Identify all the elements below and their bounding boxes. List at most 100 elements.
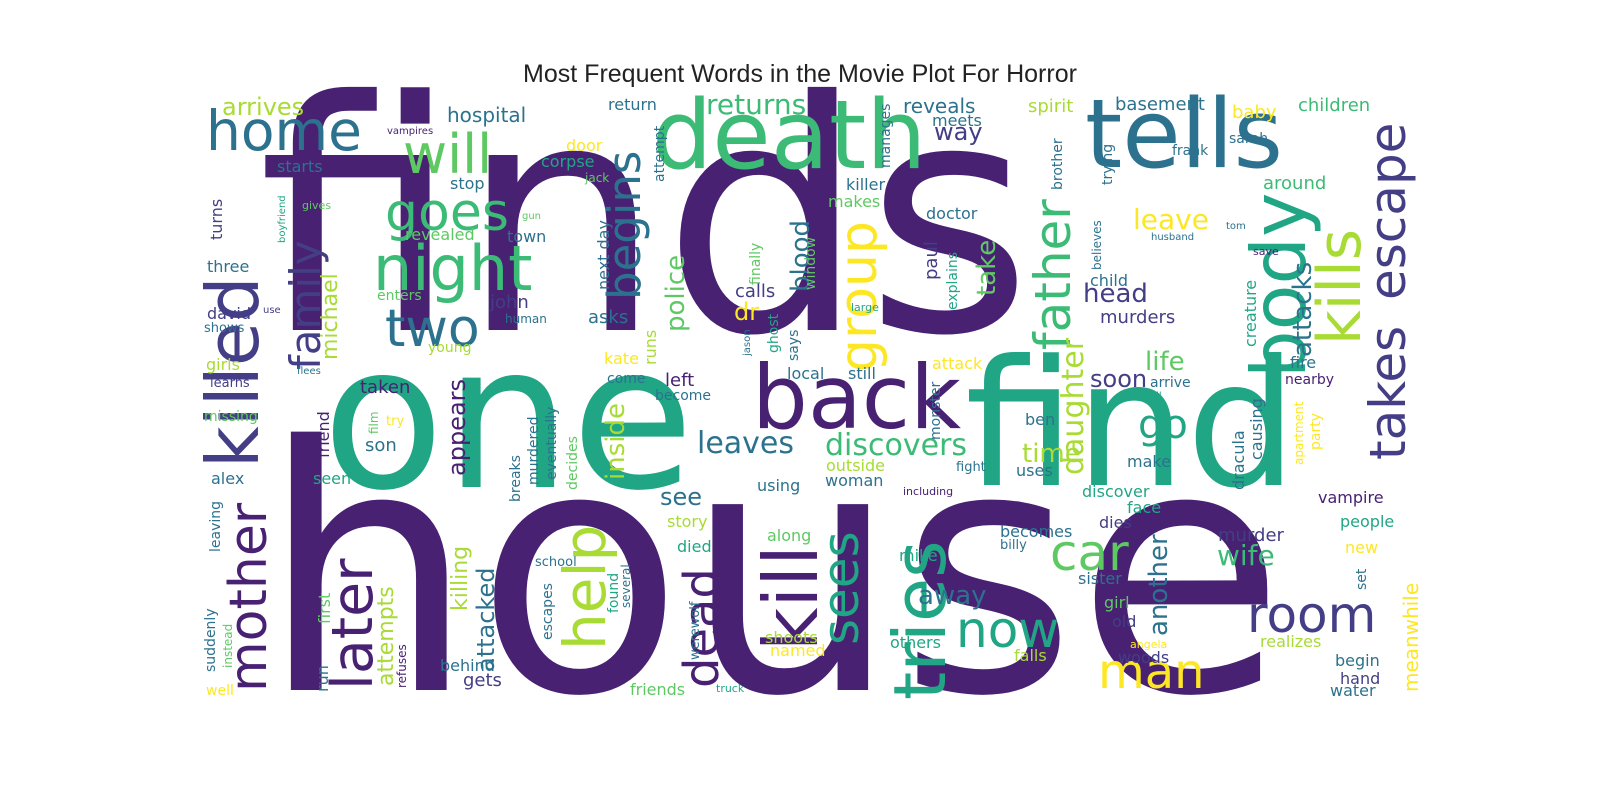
word-killer: killer	[846, 175, 885, 194]
word-mother: mother	[219, 502, 279, 692]
word-soon: soon	[1090, 365, 1147, 393]
word-will: will	[403, 123, 492, 186]
chart-title: Most Frequent Words in the Movie Plot Fo…	[523, 60, 1077, 88]
word-angela: angela	[1130, 638, 1167, 651]
word-way: way	[934, 118, 983, 146]
word-next-day: next day	[594, 220, 613, 290]
word-outside: outside	[826, 456, 885, 475]
word-found: found	[606, 573, 622, 613]
word-takes: takes	[1359, 326, 1417, 460]
word-sister: sister	[1078, 569, 1122, 588]
word-spirit: spirit	[1028, 96, 1073, 117]
word-manages: manages	[878, 104, 894, 168]
word-trying: trying	[1100, 144, 1116, 185]
word-now: now	[956, 601, 1059, 659]
word-vampires: vampires	[387, 126, 433, 137]
word-gets: gets	[463, 670, 502, 691]
word-begin: begin	[1335, 651, 1380, 670]
word-finds: finds	[258, 34, 1032, 406]
word-away: away	[918, 581, 987, 611]
word-dracula: dracula	[1229, 430, 1248, 490]
word-corpse: corpse	[541, 152, 595, 171]
word-town: town	[507, 227, 546, 246]
word-michael: michael	[318, 273, 343, 360]
word-killing: killing	[448, 546, 473, 611]
word-creature: creature	[1241, 280, 1260, 347]
word-realizes: realizes	[1260, 632, 1321, 651]
word-runs: runs	[641, 330, 660, 365]
word-kill: kill	[747, 545, 835, 651]
word-group: group	[829, 221, 889, 372]
word-boyfriend: boyfriend	[277, 195, 288, 243]
word-hospital: hospital	[447, 103, 526, 127]
word-head: head	[1083, 279, 1148, 309]
word-try: try	[386, 414, 404, 429]
word-causing: causing	[1247, 398, 1266, 460]
word-three: three	[207, 257, 249, 276]
word-john: john	[489, 292, 529, 313]
word-discovers: discovers	[825, 428, 967, 463]
word-story: story	[667, 512, 707, 531]
word-blood: blood	[786, 220, 816, 292]
word-mike: mike	[899, 546, 938, 565]
word-instead: instead	[221, 624, 235, 668]
word-woods: woods	[1118, 648, 1169, 667]
word-girl: girl	[1104, 593, 1130, 612]
word-breaks: breaks	[508, 455, 524, 502]
word-taken: taken	[360, 377, 410, 398]
word-shoots: shoots	[765, 628, 818, 647]
word-others: others	[890, 633, 941, 652]
word-house: house	[260, 375, 1285, 771]
word-arrives: arrives	[222, 93, 304, 121]
word-come: come	[607, 371, 646, 387]
word-wife: wife	[1217, 539, 1275, 572]
word-door: door	[566, 136, 603, 155]
word-killed: killed	[191, 276, 275, 468]
word-large: large	[851, 301, 879, 314]
word-behind: behind	[440, 656, 495, 675]
word-murder: murder	[1218, 525, 1285, 546]
word-decides: decides	[565, 436, 581, 490]
word-tries: tries	[878, 540, 962, 700]
word-missing: missing	[204, 409, 258, 425]
word-turns: turns	[207, 199, 226, 240]
word-old: old	[1112, 612, 1136, 631]
word-attacks: attacks	[1288, 262, 1318, 357]
word-well: well	[206, 683, 234, 699]
word-find: find	[965, 324, 1297, 527]
word-home: home	[206, 99, 362, 163]
word-human: human	[505, 312, 547, 326]
word-dies: dies	[1099, 513, 1132, 532]
word-window: window	[803, 237, 819, 290]
word-local: local	[787, 364, 824, 383]
word-meanwhile: meanwhile	[1399, 583, 1423, 692]
word-people: people	[1340, 512, 1394, 531]
word-basement: basement	[1115, 94, 1205, 115]
word-around: around	[1263, 173, 1326, 194]
word-returns: returns	[706, 88, 806, 121]
word-starts: starts	[277, 157, 323, 176]
word-billy: billy	[1000, 538, 1027, 553]
word-use: use	[263, 305, 281, 316]
word-david: david	[207, 304, 251, 323]
word-becomes: becomes	[1000, 522, 1072, 541]
word-inside: inside	[601, 403, 631, 480]
word-arrive: arrive	[1150, 375, 1191, 391]
word-party: party	[1308, 413, 1324, 450]
word-jack: jack	[584, 171, 609, 185]
word-seen: seen	[313, 469, 351, 488]
word-murdered: murdered	[526, 417, 542, 485]
word-says: says	[786, 330, 802, 361]
word-fire: fire	[1290, 353, 1316, 372]
word-body: body	[1235, 193, 1323, 379]
word-refuses: refuses	[395, 644, 409, 688]
word-husband: husband	[1151, 232, 1194, 243]
word-jason: jason	[742, 329, 753, 357]
word-eventually: eventually	[544, 407, 560, 480]
word-still: still	[848, 364, 876, 383]
word-meets: meets	[932, 111, 982, 130]
word-hand: hand	[1340, 669, 1380, 688]
word-ghost: ghost	[766, 313, 782, 353]
word-escapes: escapes	[540, 583, 556, 640]
